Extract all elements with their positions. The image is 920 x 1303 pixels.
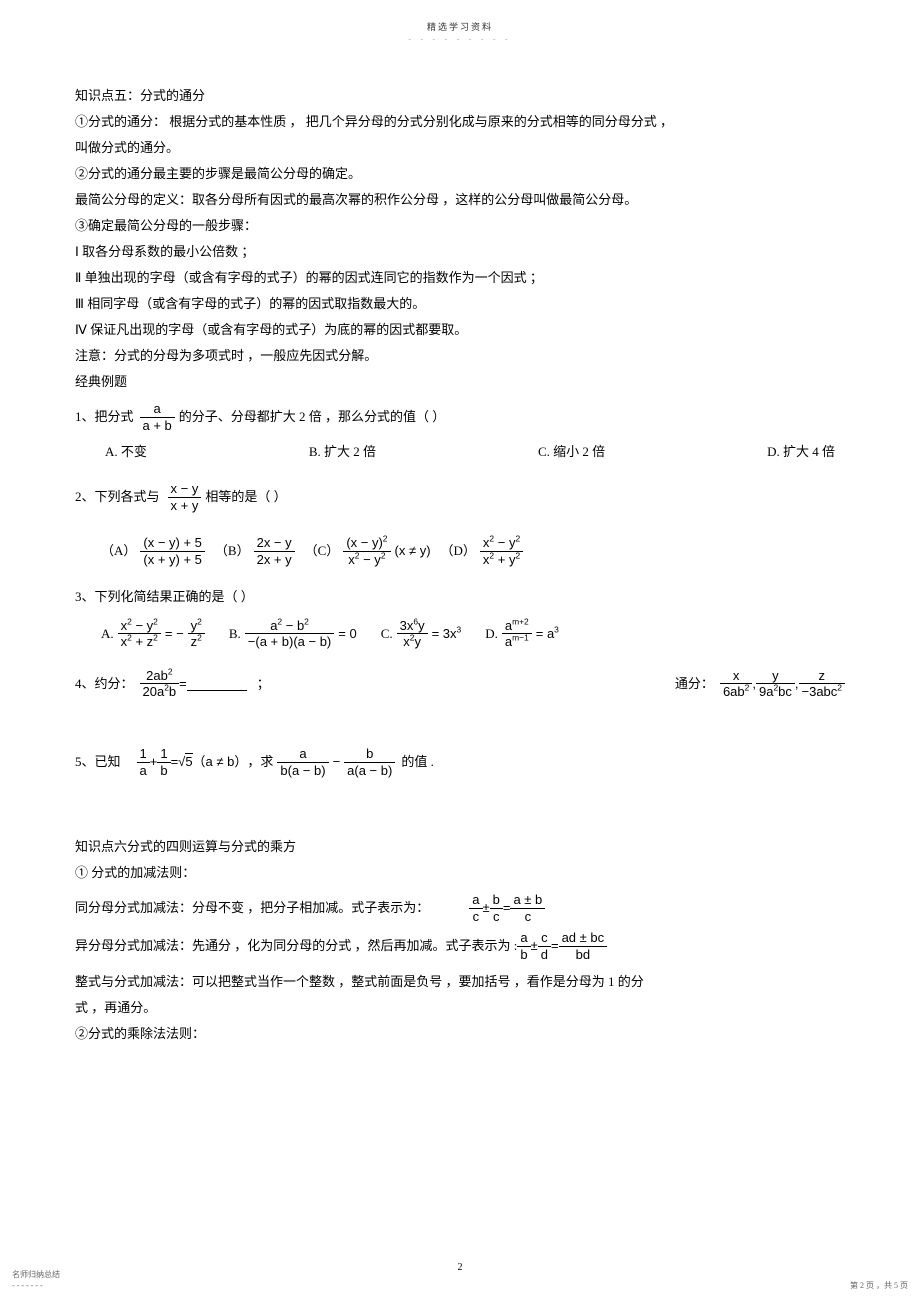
s5-s1: Ⅰ 取各分母系数的最小公倍数 ； xyxy=(75,239,845,265)
q2-row: 2、下列各式与 x − y x + y 相等的是（ ） xyxy=(75,481,845,513)
q2-optA: （A） (x − y) + 5 (x + y) + 5 xyxy=(101,535,205,567)
q1-row: 1、把分式 a a + b 的分子、分母都扩大 2 倍 ，那么分式的值（ ） xyxy=(75,401,845,433)
q2-prefix: 2、下列各式与 xyxy=(75,484,160,510)
q3-options: A. x2 − y2 x2 + z2 = − y2 z2 B. a2 − b2 … xyxy=(75,618,845,650)
q2-optC: （C） (x − y)2 x2 − y2 (x ≠ y) xyxy=(305,535,431,567)
q1-optC: C. 缩小 2 倍 xyxy=(538,439,605,465)
q1-optB: B. 扩大 2 倍 xyxy=(309,439,376,465)
s6-formula1: 同分母分式加减法：分母不变 ，把分子相加减。式子表示为： a c ± b c =… xyxy=(75,892,845,924)
q1-optA: A. 不变 xyxy=(105,439,147,465)
s5-p2: ②分式的通分最主要的步骤是最简公分母的确定。 xyxy=(75,161,845,187)
footer-left: 名师归纳总结 - - - - - - - xyxy=(12,1269,60,1291)
q3-optB: B. a2 − b2 −(a + b)(a − b) = 0 xyxy=(229,618,357,650)
header-dots: - - - - - - - - - xyxy=(75,35,845,43)
header-title: 精选学习资料 xyxy=(75,20,845,33)
q1-optD: D. 扩大 4 倍 xyxy=(767,439,835,465)
s5-s4: Ⅳ 保证凡出现的字母（或含有字母的式子）为底的幂的因式都要取。 xyxy=(75,317,845,343)
s6-p1: ① 分式的加减法则： xyxy=(75,860,845,886)
q2-mid: 相等的是（ ） xyxy=(205,484,286,510)
section5-title: 知识点五：分式的通分 xyxy=(75,83,845,109)
s6-formula2: 异分母分式加减法：先通分 ，化为同分母的分式 ，然后再加减。式子表示为 : a … xyxy=(75,930,845,962)
q3-prefix: 3、下列化简结果正确的是（ ） xyxy=(75,584,845,610)
s5-p1b: 叫做分式的通分。 xyxy=(75,135,845,161)
s5-s3: Ⅲ 相同字母（或含有字母的式子）的幂的因式取指数最大的。 xyxy=(75,291,845,317)
s5-p3: 最简公分母的定义：取各分母所有因式的最高次幂的积作公分母 ，这样的公分母叫做最简… xyxy=(75,187,845,213)
s6-p4b: 式 ，再通分。 xyxy=(75,995,845,1021)
s5-s2: Ⅱ 单独出现的字母（或含有字母的式子）的幂的因式连同它的指数作为一个因式 ； xyxy=(75,265,845,291)
footer-right: 第 2 页 ，共 5 页 xyxy=(850,1280,908,1291)
s5-p1a: ①分式的通分： 根据分式的基本性质 ， 把几个异分母的分式分别化成与原来的分式相… xyxy=(75,109,845,135)
s5-p4: ③确定最简公分母的一般步骤： xyxy=(75,213,845,239)
q2-options: （A） (x − y) + 5 (x + y) + 5 （B） 2x − y 2… xyxy=(75,535,845,567)
page-number: 2 xyxy=(0,1262,920,1273)
q1-mid: 的分子、分母都扩大 2 倍 ，那么分式的值（ ） xyxy=(179,404,446,430)
sqrt5: √5 xyxy=(178,749,192,775)
q2-optD: （D） x2 − y2 x2 + y2 xyxy=(441,535,524,567)
content-body: 知识点五：分式的通分 ①分式的通分： 根据分式的基本性质 ， 把几个异分母的分式… xyxy=(75,83,845,1047)
s6-p5: ②分式的乘除法法则： xyxy=(75,1021,845,1047)
section6-title: 知识点六分式的四则运算与分式的乘方 xyxy=(75,834,845,860)
q4-prefix: 4、约分： xyxy=(75,671,134,697)
s5-examples: 经典例题 xyxy=(75,369,845,395)
q1-options: A. 不变 B. 扩大 2 倍 C. 缩小 2 倍 D. 扩大 4 倍 xyxy=(75,439,845,465)
q2-optB: （B） 2x − y 2x + y xyxy=(215,535,295,567)
s5-note: 注意：分式的分母为多项式时 ，一般应先因式分解。 xyxy=(75,343,845,369)
q4-prefix2: 通分： xyxy=(675,671,714,697)
q4-row: 4、约分： 2ab2 20a2b = ； 通分： x 6ab2 , xyxy=(75,668,845,700)
q1-prefix: 1、把分式 xyxy=(75,404,134,430)
q5-row: 5、已知 1 a + 1 b = √5 （a ≠ b） ，求 a b(a − b… xyxy=(75,746,845,778)
q1-frac: a a + b xyxy=(140,401,175,433)
q3-optC: C. 3x6y x2y = 3x3 xyxy=(381,618,462,650)
q2-frac: x − y x + y xyxy=(168,481,202,513)
q3-optA: A. x2 − y2 x2 + z2 = − y2 z2 xyxy=(101,618,205,650)
q3-optD: D. am+2 am−1 = a3 xyxy=(485,618,559,650)
s6-p4a: 整式与分式加减法：可以把整式当作一个整数 ，整式前面是负号 ，要加括号 ，看作是… xyxy=(75,969,845,995)
q4-frac: 2ab2 20a2b xyxy=(140,668,180,700)
q5-prefix: 5、已知 xyxy=(75,749,121,775)
q4-blank xyxy=(187,677,247,691)
